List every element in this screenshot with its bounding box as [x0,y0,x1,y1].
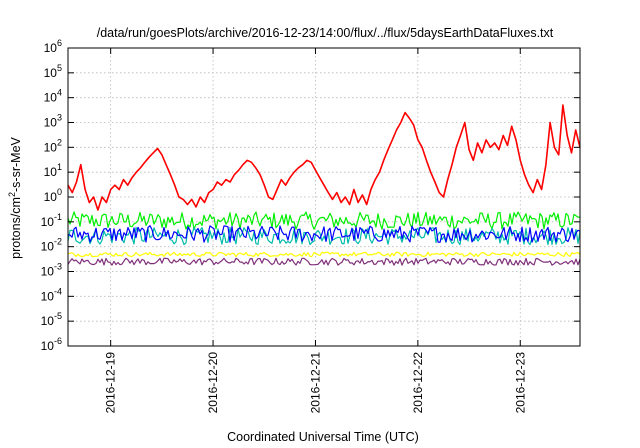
chart-title: /data/run/goesPlots/archive/2016-12-23/1… [97,26,554,40]
y-tick-label: 10-2 [41,237,62,254]
y-tick-label: 10-4 [41,286,62,303]
y-tick-label: 10-3 [41,262,62,279]
y-tick-label: 103 [44,113,62,130]
y-tick-label: 102 [44,137,62,154]
x-tick-label: 2016-12-21 [308,352,322,414]
x-tick-label: 2016-12-19 [104,352,118,414]
y-tick-label: 10-1 [41,212,62,229]
x-tick-label: 2016-12-20 [206,352,220,414]
y-tick-label: 104 [44,88,62,105]
y-axis: 10-6 10-5 10-4 10-3 10-2 10-1 100 101 102 103 104 1… [41,38,580,353]
y-tick-label: 105 [44,63,62,80]
series-layer [67,104,581,266]
series-line [67,226,581,246]
y-tick-label: 106 [44,38,62,55]
y-tick-label: 100 [44,187,62,204]
x-tick-label: 2016-12-23 [513,352,527,414]
y-tick-label: 10-5 [41,311,62,328]
x-tick-label: 2016-12-22 [411,352,425,414]
series-line [67,104,581,211]
series-line [67,251,581,258]
x-axis: 2016-12-19 2016-12-20 2016-12-21 2016-12-22… [104,48,527,414]
y-tick-label: 10-6 [41,336,62,353]
x-axis-label: Coordinated Universal Time (UTC) [227,430,419,444]
grid [68,48,580,346]
series-line [67,257,581,266]
y-axis-label: protons/cm2-s-sr-MeV [7,136,23,258]
y-axis-label-sup: 2 [7,192,17,197]
series-line [67,211,581,230]
series-line [67,225,581,243]
y-axis-label-rest: -s-sr-MeV [9,136,23,192]
y-axis-label-base: protons/cm [9,197,23,259]
y-tick-label: 101 [44,162,62,179]
